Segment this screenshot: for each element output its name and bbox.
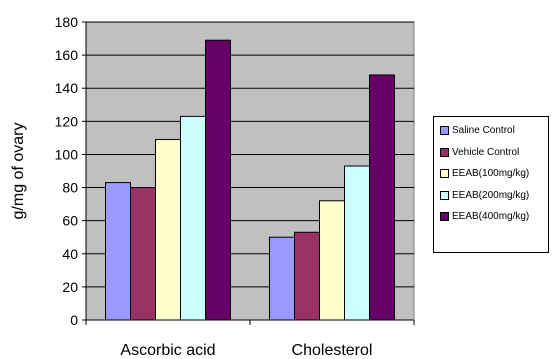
bar bbox=[344, 165, 370, 321]
y-tick-label: 100 bbox=[55, 146, 79, 162]
bar bbox=[130, 187, 156, 321]
legend-item: Vehicle Control bbox=[440, 142, 548, 164]
y-tick-label: 80 bbox=[62, 180, 78, 196]
bar bbox=[369, 74, 395, 321]
x-tick-label: Ascorbic acid bbox=[120, 342, 215, 359]
x-tick-labels: Ascorbic acid Cholesterol bbox=[120, 342, 372, 359]
legend-swatch bbox=[440, 212, 449, 222]
bar bbox=[105, 182, 131, 321]
y-tick-label: 140 bbox=[55, 80, 79, 96]
bar bbox=[294, 231, 320, 321]
y-tick-label: 20 bbox=[62, 279, 78, 295]
y-tick-label: 60 bbox=[62, 213, 78, 229]
x-tick-label: Cholesterol bbox=[292, 342, 373, 359]
bar bbox=[269, 236, 295, 321]
bar bbox=[180, 115, 206, 321]
legend-item: Saline Control bbox=[440, 120, 548, 142]
legend-item: EEAB(100mg/kg) bbox=[440, 163, 548, 185]
y-axis-label: g/mg of ovary bbox=[10, 123, 27, 220]
bar bbox=[319, 200, 345, 321]
legend-label: EEAB(100mg/kg) bbox=[452, 168, 530, 180]
bar bbox=[155, 139, 181, 321]
legend: Saline Control Vehicle Control EEAB(100mg/… bbox=[433, 116, 549, 253]
y-tick-label: 0 bbox=[70, 312, 78, 328]
legend-swatch bbox=[440, 169, 449, 179]
legend-swatch bbox=[440, 190, 449, 200]
legend-item: EEAB(200mg/kg) bbox=[440, 185, 548, 207]
legend-swatch bbox=[440, 126, 449, 136]
bars bbox=[105, 39, 395, 321]
y-tick-label: 180 bbox=[55, 14, 79, 30]
legend-label: EEAB(200mg/kg) bbox=[452, 189, 530, 201]
legend-item: EEAB(400mg/kg) bbox=[440, 206, 548, 228]
y-tick-label: 160 bbox=[55, 47, 79, 63]
bar bbox=[205, 39, 231, 321]
y-tick-label: 40 bbox=[62, 246, 78, 262]
legend-label: Vehicle Control bbox=[452, 146, 520, 158]
legend-swatch bbox=[440, 147, 449, 157]
y-tick-label: 120 bbox=[55, 113, 79, 129]
legend-label: EEAB(400mg/kg) bbox=[452, 211, 530, 223]
axes bbox=[85, 22, 415, 325]
legend-label: Saline Control bbox=[452, 125, 515, 137]
y-tick-labels: 0 20 40 60 80 100 120 140 160 180 bbox=[55, 14, 79, 328]
